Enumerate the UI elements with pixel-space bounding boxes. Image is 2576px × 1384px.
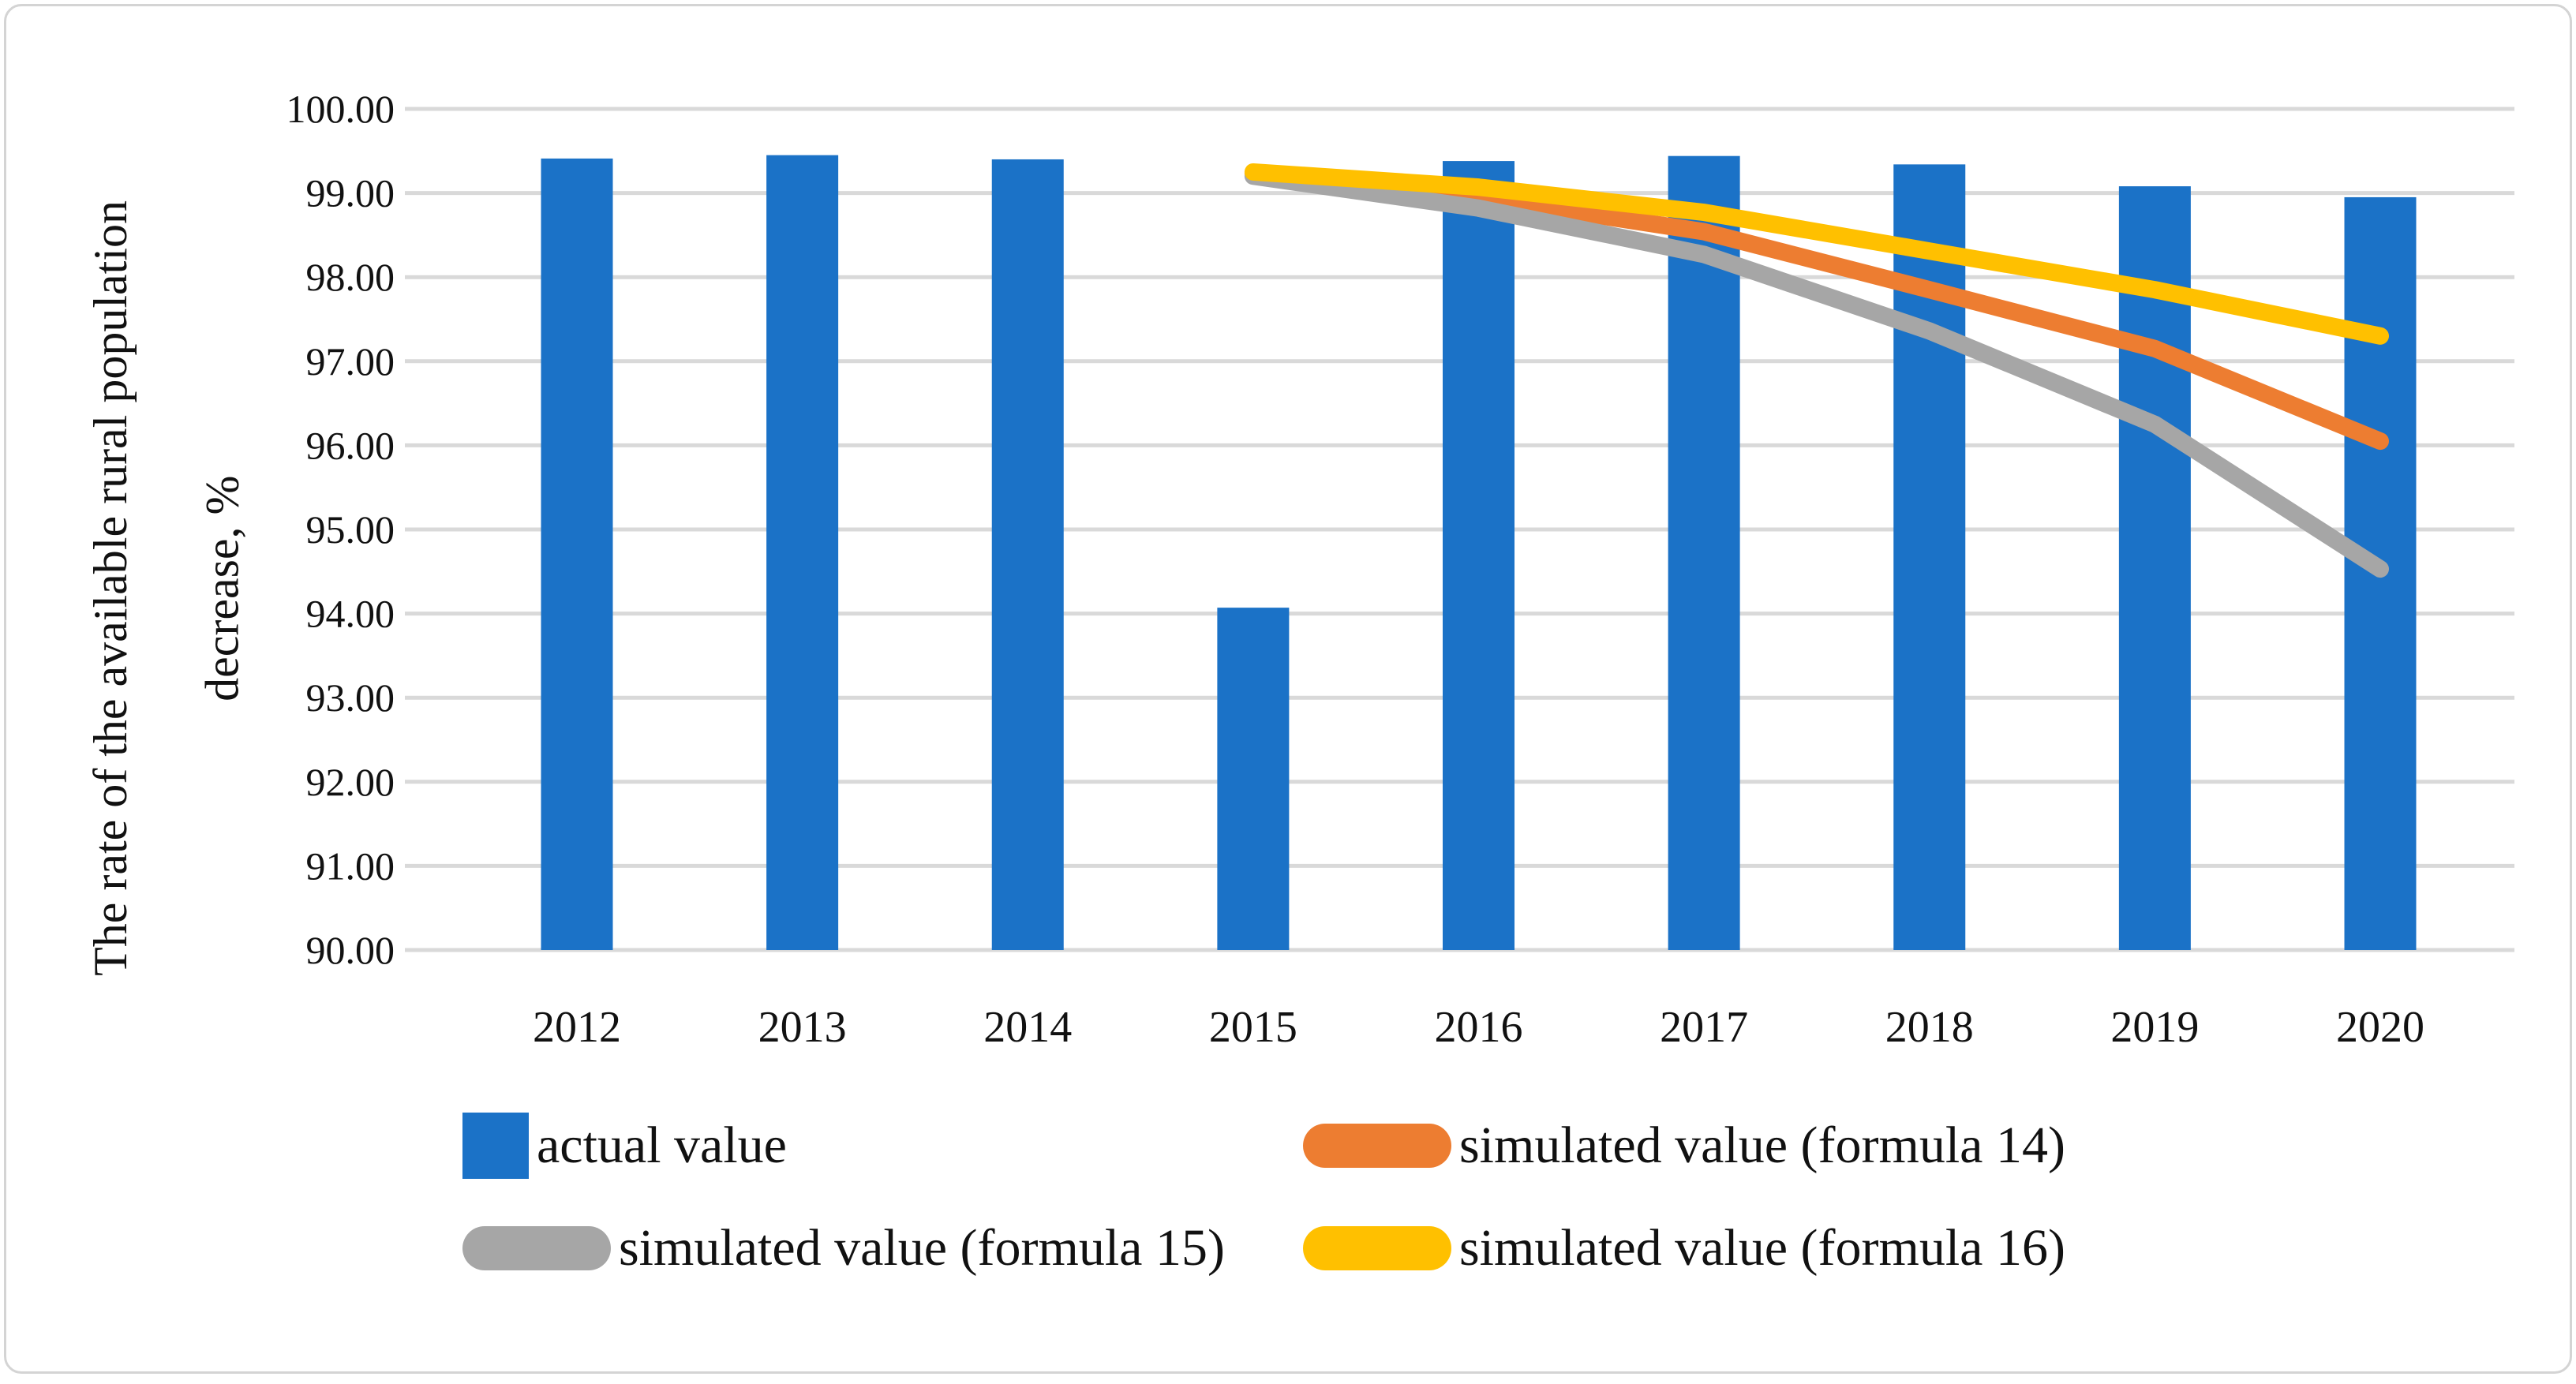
- x-tick-label-2019: 2019: [2110, 1003, 2199, 1052]
- legend-swatch-formula-14: [1303, 1124, 1451, 1168]
- y-tick-label-94.00: 94.00: [306, 592, 395, 636]
- y-tick-label-98.00: 98.00: [306, 255, 395, 299]
- y-tick-label-95.00: 95.00: [306, 507, 395, 552]
- x-tick-label-2016: 2016: [1435, 1003, 1523, 1052]
- bar-2012: [541, 158, 613, 951]
- x-tick-label-2017: 2017: [1660, 1003, 1748, 1052]
- legend-label: actual value: [537, 1117, 787, 1174]
- y-tick-label-90.00: 90.00: [306, 928, 395, 972]
- bar-2014: [991, 159, 1064, 950]
- legend-item-actual-value: actual value: [462, 1109, 787, 1182]
- legend-item-simulated-formula-15: simulated value (formula 15): [462, 1212, 1225, 1285]
- legend-item-simulated-formula-14: simulated value (formula 14): [1303, 1109, 2065, 1182]
- x-tick-label-2018: 2018: [1885, 1003, 1974, 1052]
- x-tick-label-2013: 2013: [758, 1003, 847, 1052]
- bar-2016: [1443, 161, 1515, 951]
- y-tick-label-93.00: 93.00: [306, 675, 395, 720]
- line-simulated-value-formula-15-: [1244, 167, 2389, 578]
- legend-label: simulated value (formula 15): [619, 1219, 1225, 1277]
- y-tick-label-97.00: 97.00: [306, 339, 395, 383]
- plot-area: 100.00 99.00 98.00 97.00 96.00 95.00 94.00 93.0…: [286, 87, 2514, 1052]
- chart-frame: 100.00 99.00 98.00 97.00 96.00 95.00 94.00 93.0…: [4, 4, 2572, 1374]
- legend-label: simulated value (formula 16): [1459, 1219, 2065, 1277]
- y-tick-label-99.00: 99.00: [306, 171, 395, 215]
- y-tick-label-92.00: 92.00: [306, 760, 395, 804]
- line-simulated-value-formula-16-: [1244, 163, 2389, 345]
- y-axis-title-line1: The rate of the available rural populati…: [84, 200, 137, 976]
- x-tick-label-2014: 2014: [983, 1003, 1072, 1052]
- bar-2015: [1217, 608, 1290, 950]
- legend-swatch-formula-15: [462, 1226, 611, 1270]
- bar-2017: [1668, 155, 1740, 951]
- y-axis-title: The rate of the available rural populati…: [76, 93, 249, 1083]
- y-tick-label-91.00: 91.00: [306, 843, 395, 888]
- y-tick-label-100.00: 100.00: [286, 87, 395, 131]
- y-tick-label-96.00: 96.00: [306, 423, 395, 467]
- bar-2013: [766, 155, 839, 950]
- x-tick-label-2012: 2012: [533, 1003, 621, 1052]
- bar-2019: [2118, 186, 2191, 950]
- legend-label: simulated value (formula 14): [1459, 1117, 2065, 1174]
- y-axis-title-line2: decrease, %: [196, 475, 249, 701]
- legend-item-simulated-formula-16: simulated value (formula 16): [1303, 1212, 2065, 1285]
- legend-swatch-formula-16: [1303, 1226, 1451, 1270]
- x-tick-label-2020: 2020: [2336, 1003, 2424, 1052]
- x-tick-label-2015: 2015: [1209, 1003, 1297, 1052]
- legend-swatch-actual-value: [462, 1113, 529, 1179]
